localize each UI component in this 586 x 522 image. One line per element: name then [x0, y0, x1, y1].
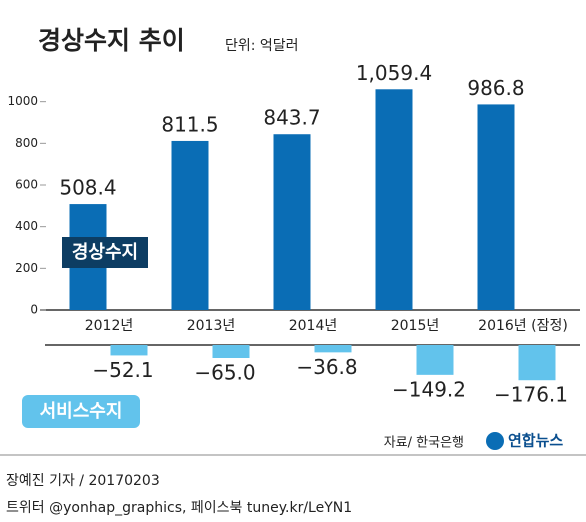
x-tick-label: 2016년 (잠정) [478, 318, 568, 334]
legend-box [22, 395, 140, 428]
bar [375, 89, 413, 311]
value-label: −52.1 [92, 358, 153, 382]
x-tick-label: 2015년 [391, 318, 440, 334]
bar [212, 345, 250, 358]
legend-label: 서비스수지 [40, 401, 123, 422]
value-label: 1,059.4 [356, 61, 432, 85]
y-tick-label: 0 [30, 303, 38, 317]
value-label: 843.7 [263, 106, 320, 130]
chart-title: 경상수지 추이 [38, 26, 185, 55]
social: 트위터 @yonhap_graphics, 페이스북 tuney.kr/LeYN… [6, 500, 352, 516]
bar [477, 104, 515, 311]
bar [518, 345, 556, 381]
bar [416, 345, 454, 375]
y-tick-label: 800 [15, 136, 38, 150]
value-label: −36.8 [296, 355, 357, 379]
value-label: 811.5 [161, 112, 218, 136]
x-tick-label: 2013년 [187, 318, 236, 334]
chart-subtitle: 단위: 억달러 [225, 38, 299, 54]
bar [110, 345, 148, 356]
value-label: −149.2 [392, 377, 466, 401]
value-label: 986.8 [467, 76, 524, 100]
legend-label: 경상수지 [72, 242, 138, 263]
logo-icon [486, 432, 504, 450]
x-tick-label: 2012년 [85, 318, 134, 334]
logo: 연합뉴스 [508, 432, 563, 450]
value-label: −65.0 [194, 361, 255, 385]
y-tick-label: 600 [15, 178, 38, 192]
legend-box [62, 237, 148, 268]
byline: 장예진 기자 / 20170203 [6, 473, 160, 489]
bar [273, 134, 311, 310]
y-tick-label: 200 [15, 261, 38, 275]
y-tick-label: 400 [15, 219, 38, 233]
y-tick-label: 1000 [7, 94, 38, 108]
value-label: −176.1 [494, 383, 568, 407]
value-label: 508.4 [59, 176, 116, 200]
source: 자료/ 한국은행 [384, 435, 464, 451]
bar [171, 140, 209, 310]
bar [314, 345, 352, 353]
x-tick-label: 2014년 [289, 318, 338, 334]
